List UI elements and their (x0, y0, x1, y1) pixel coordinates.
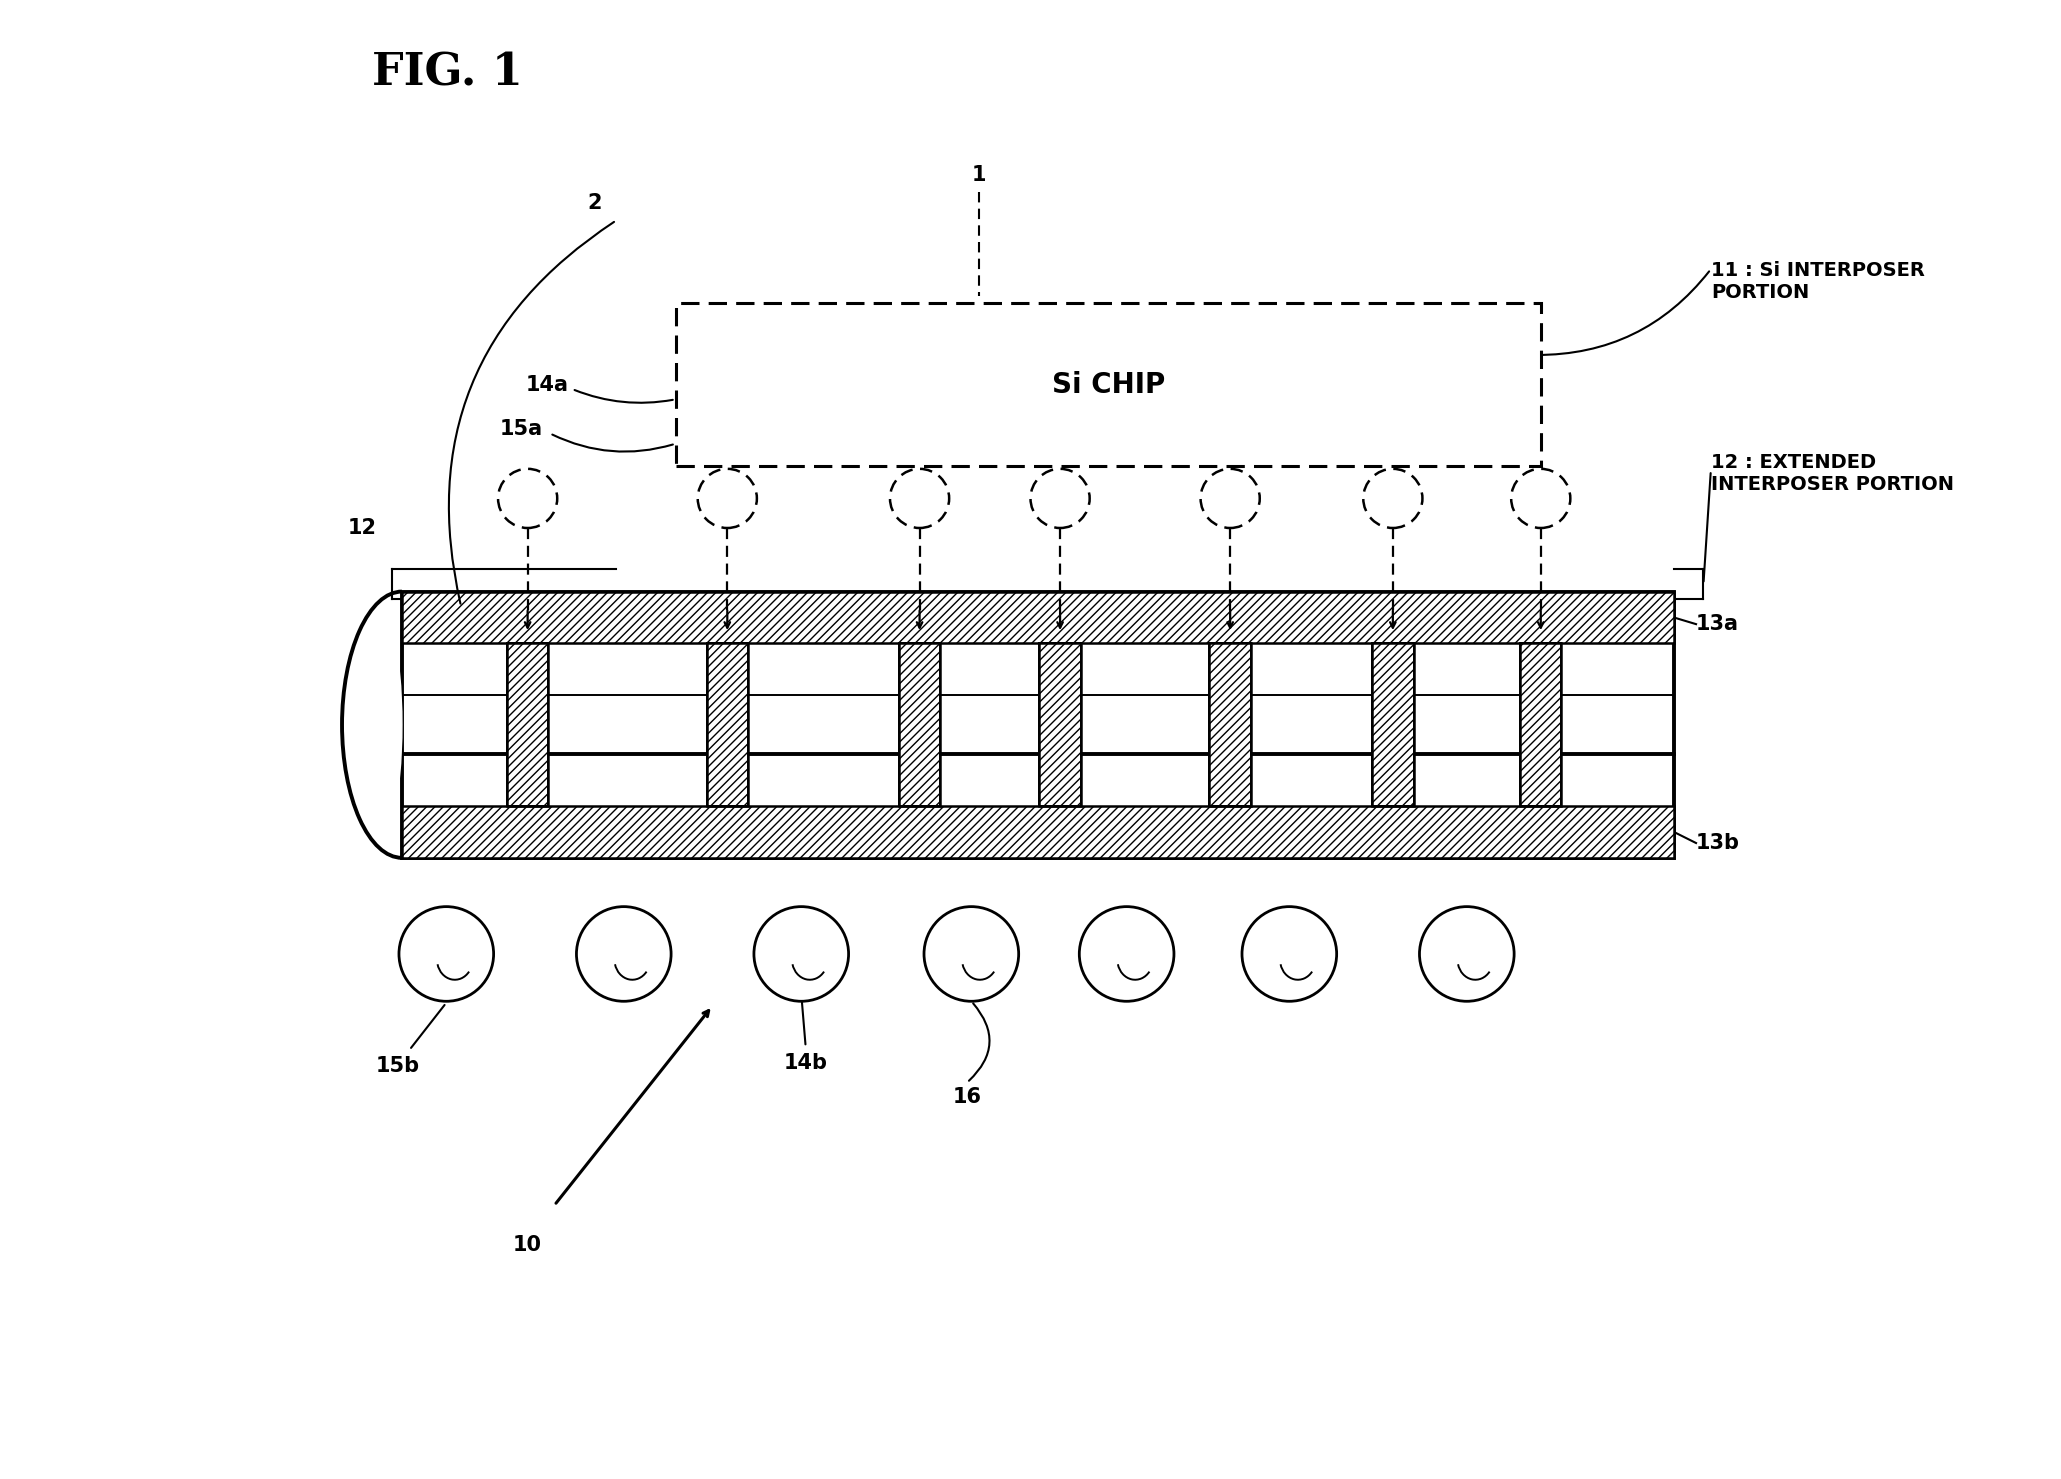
Circle shape (1202, 469, 1259, 528)
Bar (899, 643, 940, 806)
Bar (507, 643, 548, 806)
Circle shape (699, 469, 756, 528)
Text: FIG. 1: FIG. 1 (373, 52, 523, 95)
Text: 2: 2 (587, 192, 602, 213)
Circle shape (1030, 469, 1090, 528)
Bar (1373, 643, 1414, 806)
Bar (402, 592, 1674, 643)
Bar (707, 643, 748, 806)
Circle shape (400, 907, 495, 1001)
Text: 15b: 15b (375, 1056, 420, 1077)
Text: 11 : Si INTERPOSER
PORTION: 11 : Si INTERPOSER PORTION (1711, 260, 1925, 302)
Circle shape (1511, 469, 1570, 528)
Text: Si CHIP: Si CHIP (1051, 371, 1164, 398)
Text: 1: 1 (971, 164, 985, 185)
Text: 13b: 13b (1696, 833, 1739, 853)
Bar (1039, 643, 1080, 806)
Circle shape (1080, 907, 1175, 1001)
Bar (899, 643, 940, 806)
Circle shape (754, 907, 849, 1001)
Bar (1373, 643, 1414, 806)
Ellipse shape (342, 592, 402, 858)
Circle shape (923, 907, 1018, 1001)
Bar (1210, 643, 1251, 806)
Text: 12: 12 (348, 518, 377, 538)
Bar (402, 592, 1674, 858)
Circle shape (1420, 907, 1515, 1001)
Circle shape (577, 907, 672, 1001)
Circle shape (499, 469, 556, 528)
Text: 13a: 13a (1696, 614, 1739, 634)
Text: 12 : EXTENDED
INTERPOSER PORTION: 12 : EXTENDED INTERPOSER PORTION (1711, 453, 1954, 494)
Bar (402, 806, 1674, 858)
Text: 10: 10 (513, 1235, 542, 1256)
Text: 15a: 15a (499, 419, 542, 439)
Circle shape (890, 469, 950, 528)
Circle shape (1362, 469, 1422, 528)
Bar (676, 303, 1542, 466)
Bar (1210, 643, 1251, 806)
Text: 14a: 14a (526, 374, 569, 395)
Text: 14b: 14b (783, 1053, 829, 1074)
Bar (707, 643, 748, 806)
Circle shape (1243, 907, 1338, 1001)
Bar (1039, 643, 1080, 806)
Text: 16: 16 (952, 1087, 981, 1108)
Bar (1521, 643, 1562, 806)
Bar (1521, 643, 1562, 806)
Bar (507, 643, 548, 806)
